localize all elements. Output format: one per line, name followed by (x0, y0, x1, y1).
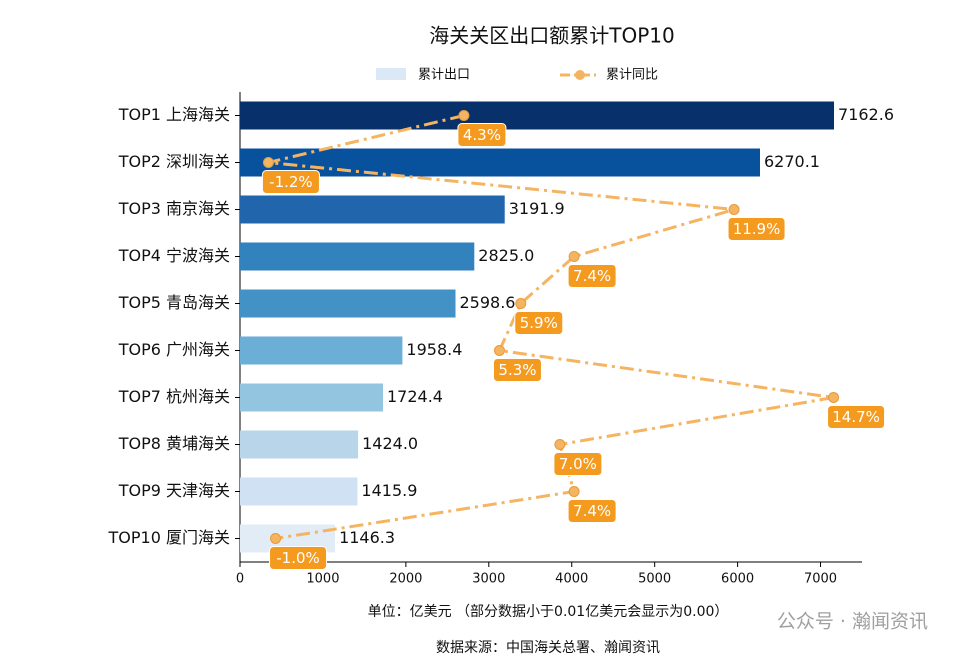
line-marker (728, 204, 740, 215)
bar-value-label: 1724.4 (387, 387, 443, 406)
bar (240, 195, 505, 224)
line-marker (568, 251, 580, 262)
y-tick-label: TOP9 天津海关 (118, 481, 230, 500)
source: 数据来源：中国海关总署、瀚闻资讯 (436, 640, 660, 656)
bar (240, 383, 384, 412)
legend-label: 累计出口 (418, 68, 470, 83)
value-label-box (827, 405, 886, 429)
line-value-label: 4.3% (463, 126, 501, 144)
x-tick-label: 5000 (638, 572, 671, 587)
bar (240, 477, 358, 506)
legend-marker (575, 70, 585, 80)
line-value-label: 5.3% (498, 361, 536, 379)
y-tick-label: TOP1 上海海关 (118, 105, 230, 124)
line-marker (262, 157, 274, 168)
line-value-label: 11.9% (733, 220, 781, 238)
bar-value-label: 3191.9 (509, 199, 565, 218)
y-tick-label: TOP8 黄埔海关 (118, 434, 230, 453)
value-label-box (553, 452, 603, 476)
x-tick-label: 3000 (472, 572, 505, 587)
value-label-box (567, 499, 617, 523)
bar-value-label: 1424.0 (362, 434, 418, 453)
line-value-label: 5.9% (520, 314, 558, 332)
bar (240, 242, 475, 271)
line-value-label: 7.4% (573, 267, 611, 285)
line-value-label: 7.4% (573, 502, 611, 520)
x-tick-label: 4000 (555, 572, 588, 587)
value-label-box (567, 264, 617, 288)
bar-value-label: 1958.4 (406, 340, 462, 359)
line-marker (493, 345, 505, 356)
y-tick-label: TOP6 广州海关 (118, 340, 230, 359)
y-tick-label: TOP10 厦门海关 (108, 528, 230, 547)
bar-value-label: 2825.0 (478, 246, 534, 265)
line-marker (568, 486, 580, 497)
y-tick-label: TOP4 宁波海关 (118, 246, 230, 265)
value-label-box (269, 546, 328, 570)
line-value-label: -1.2% (269, 173, 313, 191)
value-label-box (492, 358, 542, 382)
legend-label: 累计同比 (606, 68, 658, 83)
bar (240, 101, 835, 130)
line-marker (458, 110, 470, 121)
y-tick-label: TOP3 南京海关 (118, 199, 230, 218)
line-marker (554, 439, 566, 450)
line-value-label: 14.7% (832, 408, 880, 426)
y-tick-label: TOP2 深圳海关 (118, 152, 230, 171)
bar-value-label: 7162.6 (838, 105, 894, 124)
x-tick-label: 6000 (721, 572, 754, 587)
x-tick-label: 2000 (389, 572, 422, 587)
x-tick-label: 7000 (804, 572, 837, 587)
x-axis-label: 单位：亿美元 （部分数据小于0.01亿美元会显示为0.00） (368, 604, 729, 620)
value-label-box (727, 217, 786, 241)
watermark: 公众号 · 瀚闻资讯 (777, 611, 928, 633)
bar-value-label: 6270.1 (764, 152, 820, 171)
y-tick-label: TOP7 杭州海关 (118, 387, 230, 406)
bar (240, 148, 761, 177)
bar-value-label: 2598.6 (460, 293, 516, 312)
value-label-box (514, 311, 564, 335)
x-tick-label: 1000 (306, 572, 339, 587)
bar (240, 289, 456, 318)
bar-value-label: 1146.3 (339, 528, 395, 547)
line-value-label: -1.0% (276, 549, 320, 567)
bar (240, 336, 403, 365)
bar-value-label: 1415.9 (361, 481, 417, 500)
legend-swatch (376, 68, 406, 80)
line-marker (270, 533, 282, 544)
y-tick-label: TOP5 青岛海关 (118, 293, 230, 312)
line-marker (828, 392, 840, 403)
line-value-label: 7.0% (559, 455, 597, 473)
line-marker (515, 298, 527, 309)
value-label-box (457, 123, 507, 147)
bar (240, 430, 359, 459)
value-label-box (261, 170, 320, 194)
chart-title: 海关关区出口额累计TOP10 (429, 24, 674, 48)
x-tick-label: 0 (236, 572, 244, 587)
